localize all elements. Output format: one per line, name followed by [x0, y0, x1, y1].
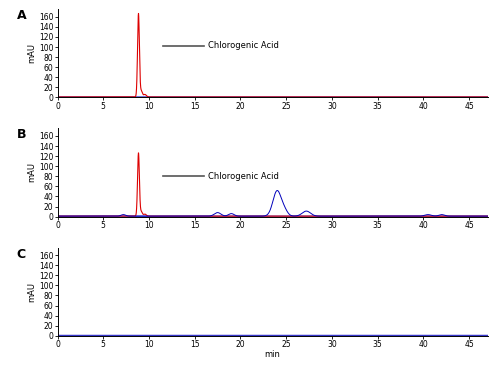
Text: Chlorogenic Acid: Chlorogenic Acid — [208, 172, 280, 181]
Text: B: B — [16, 128, 26, 141]
Y-axis label: mAU: mAU — [27, 281, 36, 302]
Text: Chlorogenic Acid: Chlorogenic Acid — [208, 41, 280, 51]
Y-axis label: mAU: mAU — [27, 43, 36, 63]
X-axis label: min: min — [264, 350, 280, 359]
Text: A: A — [16, 9, 26, 22]
Y-axis label: mAU: mAU — [27, 163, 36, 182]
Text: C: C — [16, 247, 26, 261]
